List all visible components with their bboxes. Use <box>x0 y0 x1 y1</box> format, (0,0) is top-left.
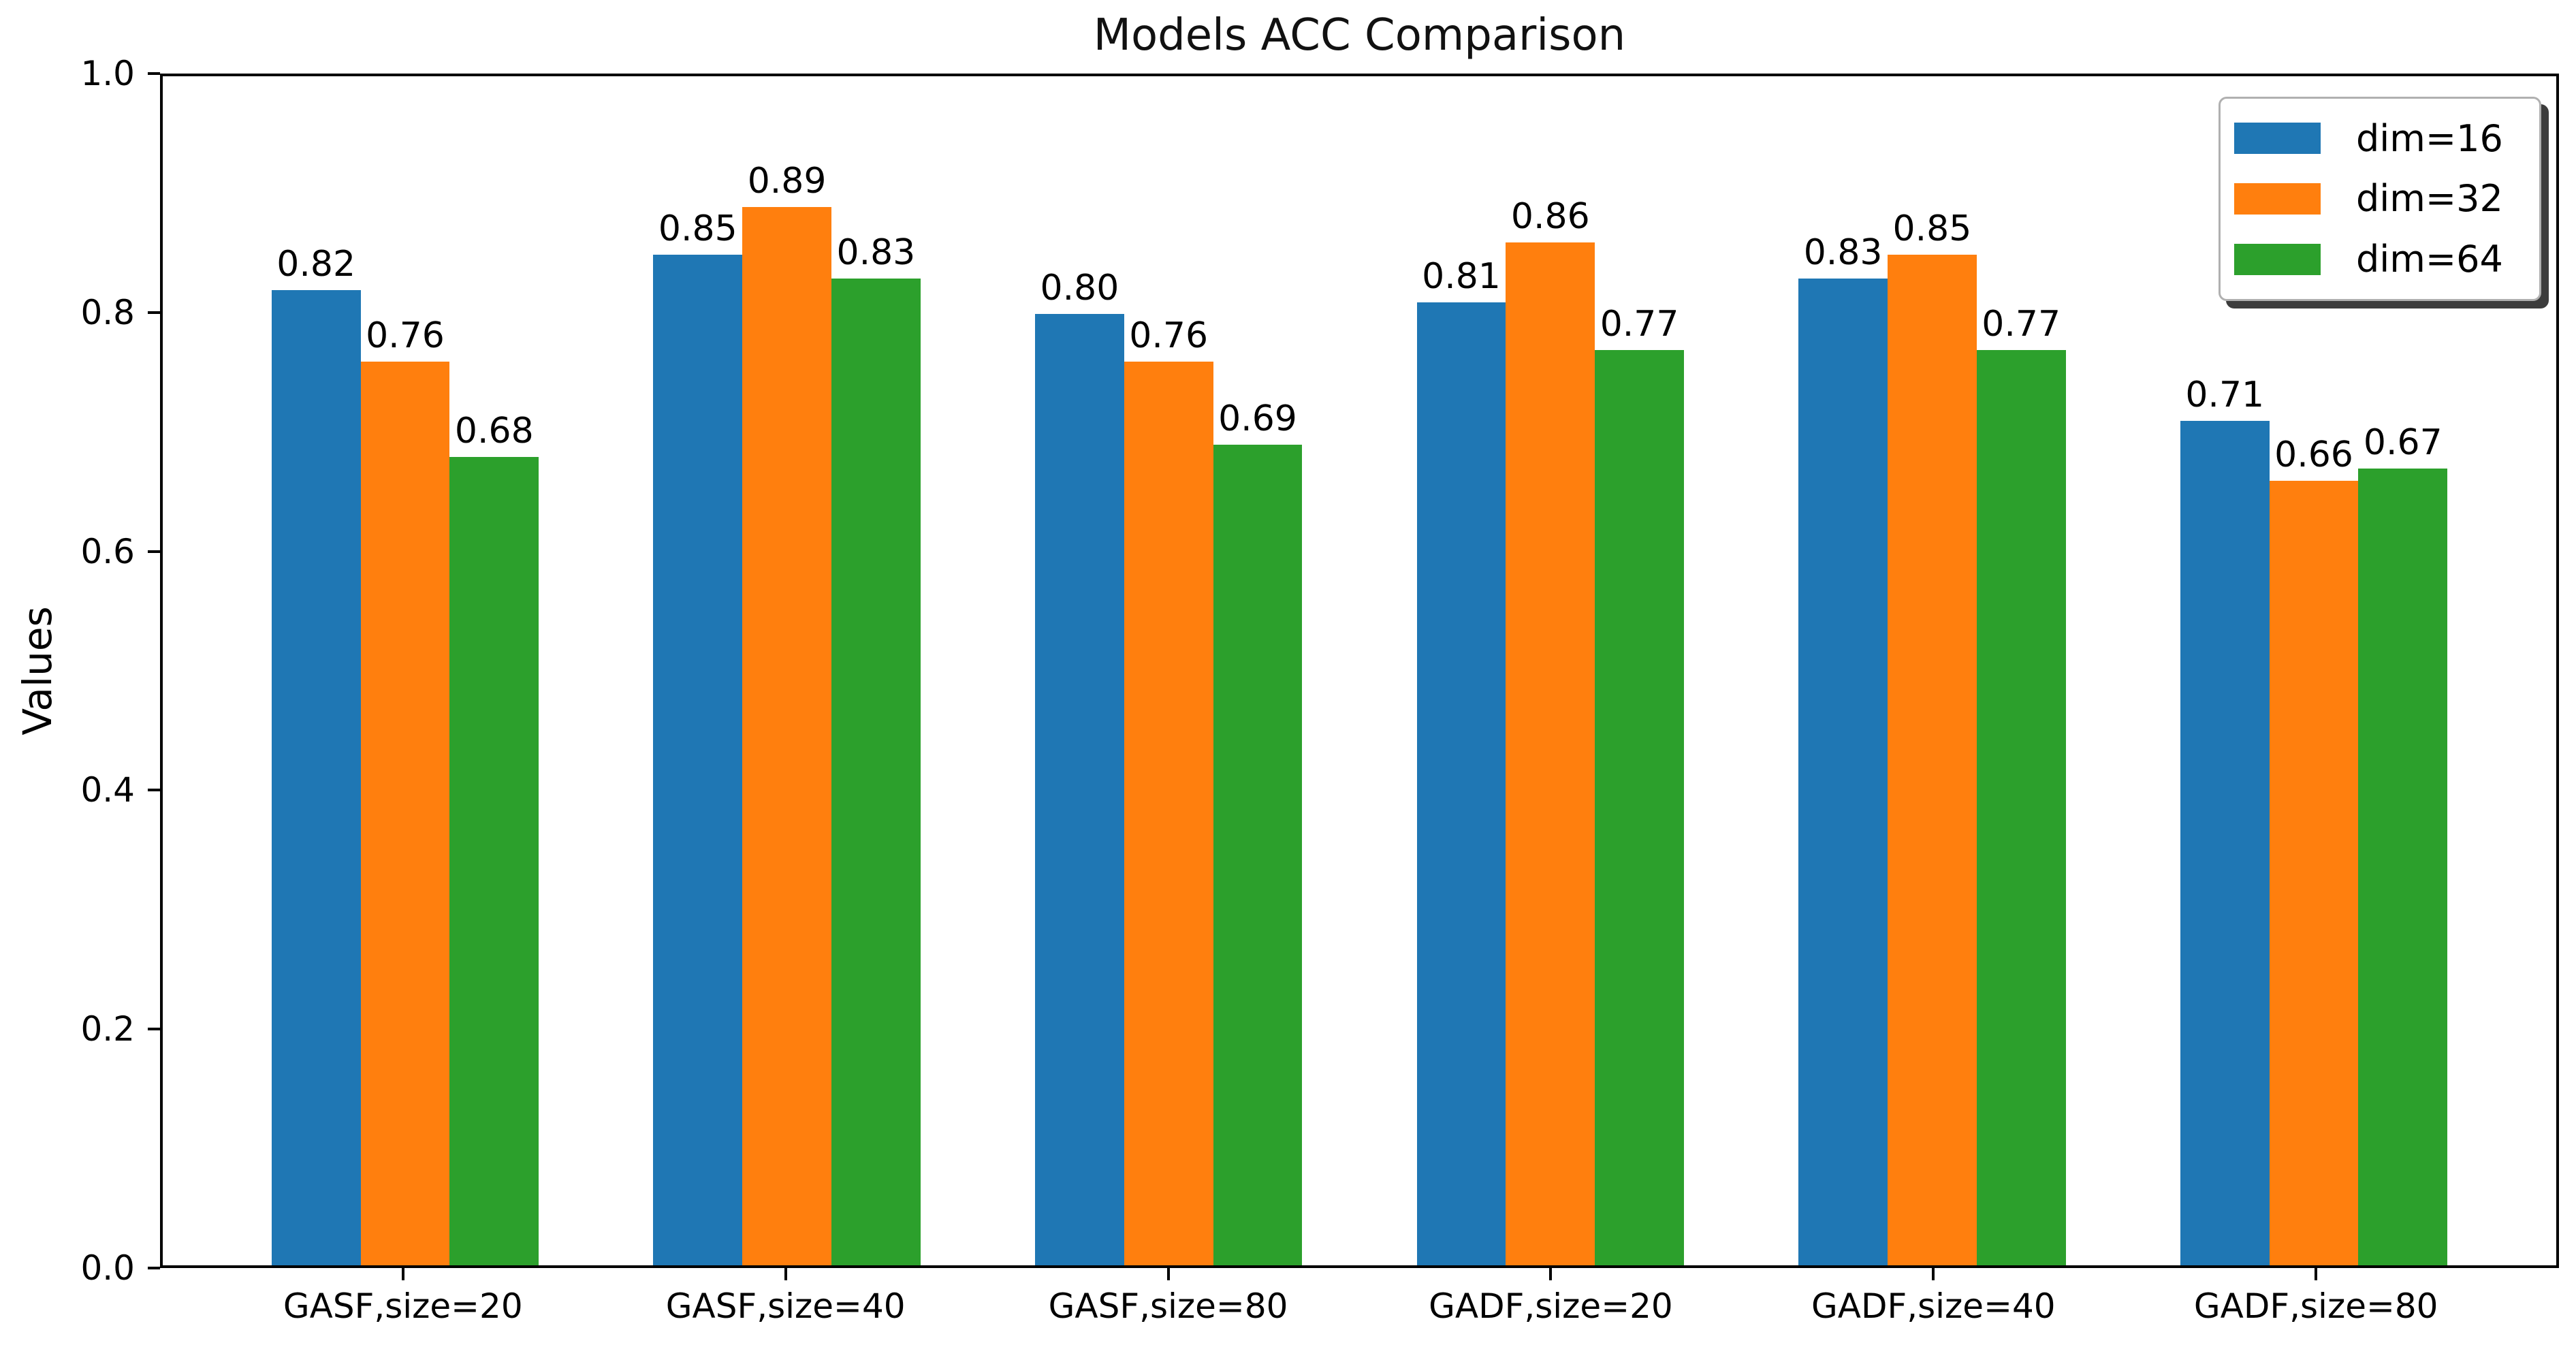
bar-value-label: 0.68 <box>454 410 534 452</box>
bar <box>449 456 539 1265</box>
x-tick-mark <box>2315 1268 2318 1280</box>
y-tick-label: 0.2 <box>80 1009 135 1049</box>
legend-item: dim=32 <box>2234 177 2526 220</box>
bar-value-label: 0.76 <box>1129 315 1209 357</box>
x-tick-mark <box>401 1268 404 1280</box>
x-tick-label: GADF,size=20 <box>1429 1286 1673 1326</box>
y-tick-mark <box>148 1267 160 1269</box>
y-tick-mark <box>148 789 160 792</box>
bar <box>742 207 831 1265</box>
bar <box>831 278 921 1265</box>
bar <box>1798 278 1888 1265</box>
bar <box>271 290 361 1265</box>
bar-value-label: 0.80 <box>1040 268 1119 309</box>
bar-value-label: 0.71 <box>2185 375 2265 416</box>
bar <box>1213 445 1303 1265</box>
plot-area: 0.82 0.85 0.80 0.81 0.83 0.71 0.76 0.89 0.76 0.86… <box>160 74 2559 1268</box>
bar-value-label: 0.69 <box>1218 398 1297 440</box>
bar-value-label: 0.86 <box>1510 196 1590 238</box>
bar <box>653 254 743 1265</box>
y-tick-mark <box>148 550 160 553</box>
bar <box>2358 469 2448 1265</box>
x-tick-label: GADF,size=40 <box>1811 1286 2056 1326</box>
y-tick-label: 0.0 <box>80 1248 135 1288</box>
bar-value-label: 0.76 <box>366 315 445 357</box>
bar <box>2180 421 2270 1265</box>
bar-value-label: 0.85 <box>658 208 737 249</box>
legend-item-label: dim=32 <box>2356 177 2503 221</box>
bar <box>360 362 450 1265</box>
bar-value-label: 0.66 <box>2274 434 2353 475</box>
legend: dim=16 dim=32 dim=64 <box>2219 97 2541 301</box>
y-tick-label: 0.6 <box>80 531 135 571</box>
legend-item-label: dim=64 <box>2356 238 2503 281</box>
legend-item-label: dim=16 <box>2356 116 2503 160</box>
bar <box>1416 302 1506 1265</box>
bar <box>1035 314 1124 1265</box>
y-tick-label: 0.8 <box>80 292 135 332</box>
bar <box>1506 242 1595 1265</box>
bar <box>1595 349 1684 1265</box>
bar-value-label: 0.82 <box>276 244 356 285</box>
bar <box>2269 480 2359 1265</box>
bar-value-label: 0.77 <box>1600 303 1679 345</box>
bar <box>1124 362 1213 1265</box>
x-tick-label: GASF,size=80 <box>1048 1286 1288 1326</box>
legend-item: dim=64 <box>2234 238 2526 281</box>
x-tick-mark <box>1932 1268 1935 1280</box>
legend-color-patch <box>2234 183 2321 215</box>
legend-color-patch <box>2234 243 2321 275</box>
legend-item: dim=16 <box>2234 117 2526 160</box>
bar-value-label: 0.89 <box>747 161 827 202</box>
bar <box>1976 349 2066 1265</box>
bar-value-label: 0.83 <box>836 232 916 273</box>
x-tick-label: GADF,size=80 <box>2193 1286 2438 1326</box>
y-axis-label: Values <box>14 606 61 735</box>
y-tick-mark <box>148 72 160 75</box>
chart-title: Models ACC Comparison <box>1093 10 1626 61</box>
bar-value-label: 0.67 <box>2363 422 2443 464</box>
x-tick-mark <box>1166 1268 1170 1280</box>
bar <box>1888 254 1977 1265</box>
bar-value-label: 0.85 <box>1892 208 1972 249</box>
bar-value-label: 0.81 <box>1422 255 1501 297</box>
y-tick-label: 1.0 <box>80 54 135 93</box>
bar-value-label: 0.77 <box>1982 303 2061 345</box>
y-tick-mark <box>148 311 160 314</box>
x-tick-label: GASF,size=40 <box>665 1286 906 1326</box>
bar-value-label: 0.83 <box>1803 232 1883 273</box>
x-tick-mark <box>784 1268 787 1280</box>
x-tick-mark <box>1549 1268 1553 1280</box>
x-tick-label: GASF,size=20 <box>283 1286 523 1326</box>
legend-color-patch <box>2234 123 2321 155</box>
y-tick-mark <box>148 1028 160 1031</box>
y-tick-label: 0.4 <box>80 770 135 810</box>
